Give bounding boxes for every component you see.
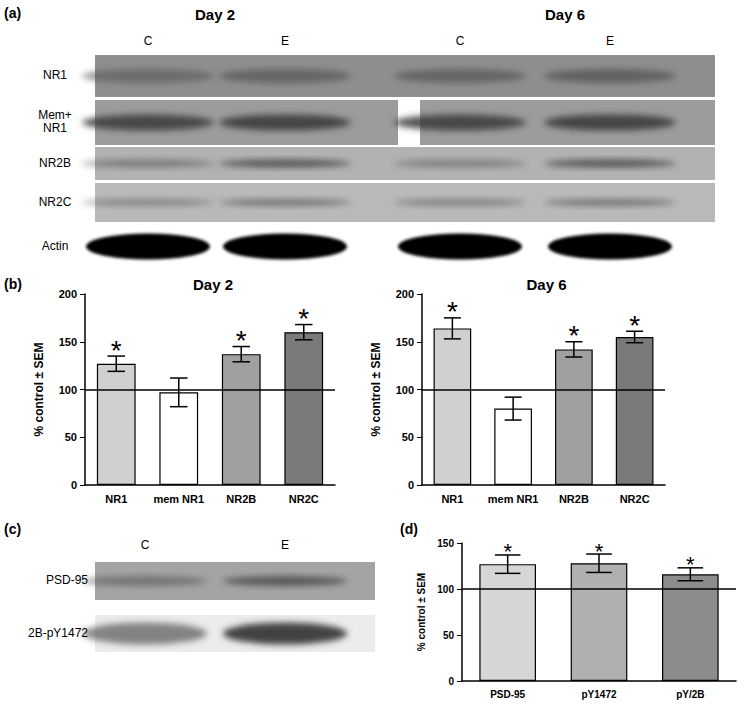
svg-text:% control ± SEM: % control ± SEM [32,343,46,437]
svg-text:NR2C: NR2C [620,493,650,505]
svg-text:100: 100 [437,584,454,595]
svg-text:*: * [629,310,640,341]
svg-text:NR1: NR1 [43,68,67,82]
svg-text:E: E [281,34,289,48]
svg-text:50: 50 [443,630,455,641]
svg-text:100: 100 [396,384,414,396]
svg-text:C: C [456,34,465,48]
svg-text:% control ± SEM: % control ± SEM [416,573,427,651]
svg-text:2B-pY1472: 2B-pY1472 [28,626,88,640]
svg-text:NR2B: NR2B [39,156,71,170]
svg-text:200: 200 [396,288,414,300]
svg-text:*: * [298,303,309,334]
svg-text:NR2C: NR2C [39,195,72,209]
svg-text:% control ± SEM: % control ± SEM [369,343,383,437]
svg-text:50: 50 [65,431,77,443]
svg-text:mem NR1: mem NR1 [488,493,539,505]
svg-text:200: 200 [59,288,77,300]
svg-text:Actin: Actin [42,239,69,253]
svg-text:E: E [281,538,289,552]
svg-text:Day 2: Day 2 [195,6,235,23]
svg-text:NR1: NR1 [441,493,463,505]
svg-text:(c): (c) [4,521,21,537]
svg-text:PSD-95: PSD-95 [490,689,525,700]
svg-text:*: * [236,325,247,356]
svg-text:C: C [141,538,150,552]
svg-text:150: 150 [396,336,414,348]
svg-text:E: E [606,34,614,48]
svg-text:Day 6: Day 6 [527,276,567,293]
svg-text:(d): (d) [400,521,418,537]
svg-text:NR2C: NR2C [289,493,319,505]
svg-text:*: * [595,539,604,564]
svg-text:NR1: NR1 [105,493,127,505]
svg-text:pY/2B: pY/2B [676,689,704,700]
svg-text:150: 150 [437,538,454,549]
svg-text:100: 100 [59,384,77,396]
svg-text:*: * [568,320,579,351]
svg-text:(b): (b) [4,276,22,292]
svg-text:50: 50 [402,431,414,443]
svg-text:Day 6: Day 6 [545,6,585,23]
svg-text:PSD-95: PSD-95 [46,573,88,587]
svg-text:NR2B: NR2B [559,493,589,505]
svg-text:C: C [144,34,153,48]
svg-text:(a): (a) [4,5,21,21]
svg-text:*: * [686,552,695,577]
svg-text:Mem+NR1: Mem+NR1 [38,108,72,136]
svg-text:0: 0 [71,479,77,491]
svg-text:*: * [447,296,458,327]
svg-text:150: 150 [59,336,77,348]
svg-text:*: * [111,335,122,366]
svg-text:0: 0 [408,479,414,491]
svg-text:0: 0 [448,676,454,687]
svg-text:*: * [503,539,512,564]
svg-text:NR2B: NR2B [226,493,256,505]
svg-text:pY1472: pY1472 [581,689,616,700]
svg-text:mem NR1: mem NR1 [153,493,204,505]
svg-text:Day 2: Day 2 [193,276,233,293]
